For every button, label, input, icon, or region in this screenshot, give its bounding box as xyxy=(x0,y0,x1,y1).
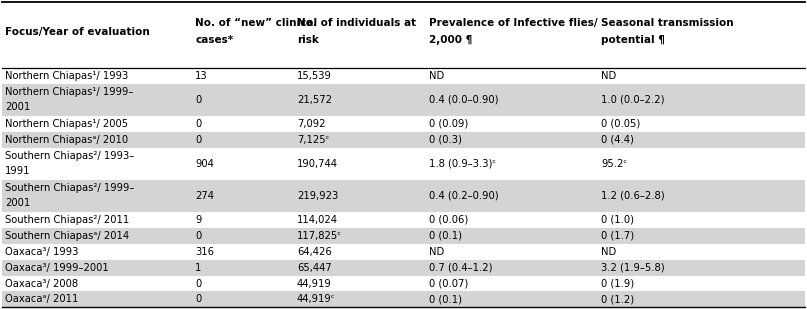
Text: 0.4 (0.0–0.90): 0.4 (0.0–0.90) xyxy=(429,95,499,105)
Text: 1.2 (0.6–2.8): 1.2 (0.6–2.8) xyxy=(601,191,665,201)
Text: 1.0 (0.0–2.2): 1.0 (0.0–2.2) xyxy=(601,95,665,105)
Text: 44,919: 44,919 xyxy=(297,278,332,289)
Text: Oaxaca³/ 1993: Oaxaca³/ 1993 xyxy=(5,247,78,256)
Text: 0 (1.7): 0 (1.7) xyxy=(601,231,634,241)
Text: 9: 9 xyxy=(195,215,202,225)
Text: cases*: cases* xyxy=(195,35,233,45)
Text: No. of individuals at: No. of individuals at xyxy=(297,18,416,28)
Text: Prevalence of Infective flies/: Prevalence of Infective flies/ xyxy=(429,18,598,28)
Text: 0.7 (0.4–1.2): 0.7 (0.4–1.2) xyxy=(429,263,493,273)
Text: Northern Chiapas¹/ 1999–: Northern Chiapas¹/ 1999– xyxy=(5,87,133,98)
Text: 0 (0.09): 0 (0.09) xyxy=(429,119,469,129)
Text: 65,447: 65,447 xyxy=(297,263,332,273)
Text: Southern Chiapasᵃ/ 2014: Southern Chiapasᵃ/ 2014 xyxy=(5,231,129,241)
Text: 0: 0 xyxy=(195,294,202,304)
Text: 3.2 (1.9–5.8): 3.2 (1.9–5.8) xyxy=(601,263,665,273)
Text: 0: 0 xyxy=(195,95,202,105)
Text: 2,000 ¶: 2,000 ¶ xyxy=(429,35,473,45)
Text: Seasonal transmission: Seasonal transmission xyxy=(601,18,734,28)
Text: Northern Chiapas¹/ 1993: Northern Chiapas¹/ 1993 xyxy=(5,71,128,81)
Text: 2001: 2001 xyxy=(5,102,30,112)
Text: Southern Chiapas²/ 1993–: Southern Chiapas²/ 1993– xyxy=(5,151,134,161)
Bar xyxy=(2,132,805,148)
Bar xyxy=(2,291,805,307)
Text: 44,919ᶜ: 44,919ᶜ xyxy=(297,294,336,304)
Text: 0 (1.2): 0 (1.2) xyxy=(601,294,634,304)
Text: ND: ND xyxy=(429,247,445,256)
Text: No. of “new” clinical: No. of “new” clinical xyxy=(195,18,317,28)
Text: ND: ND xyxy=(429,71,445,81)
Text: 0 (0.07): 0 (0.07) xyxy=(429,278,469,289)
Text: 0: 0 xyxy=(195,119,202,129)
Text: 7,092: 7,092 xyxy=(297,119,325,129)
Text: 274: 274 xyxy=(195,191,215,201)
Text: 0 (0.3): 0 (0.3) xyxy=(429,135,462,145)
Text: 219,923: 219,923 xyxy=(297,191,338,201)
Text: 0 (0.1): 0 (0.1) xyxy=(429,294,462,304)
Text: 0 (0.05): 0 (0.05) xyxy=(601,119,641,129)
Text: 0.4 (0.2–0.90): 0.4 (0.2–0.90) xyxy=(429,191,499,201)
Text: 64,426: 64,426 xyxy=(297,247,332,256)
Text: Southern Chiapas²/ 1999–: Southern Chiapas²/ 1999– xyxy=(5,183,134,193)
Bar xyxy=(2,84,805,116)
Text: 114,024: 114,024 xyxy=(297,215,338,225)
Text: 95.2ᶜ: 95.2ᶜ xyxy=(601,159,627,169)
Text: Focus/Year of evaluation: Focus/Year of evaluation xyxy=(5,27,149,37)
Text: 0: 0 xyxy=(195,231,202,241)
Text: risk: risk xyxy=(297,35,319,45)
Text: Northern Chiapasᵃ/ 2010: Northern Chiapasᵃ/ 2010 xyxy=(5,135,128,145)
Text: 0 (1.0): 0 (1.0) xyxy=(601,215,634,225)
Text: 904: 904 xyxy=(195,159,214,169)
Text: 15,539: 15,539 xyxy=(297,71,332,81)
Bar xyxy=(2,228,805,243)
Bar xyxy=(2,180,805,212)
Text: 0: 0 xyxy=(195,135,202,145)
Text: 1: 1 xyxy=(195,263,202,273)
Text: Oaxaca³/ 2008: Oaxaca³/ 2008 xyxy=(5,278,78,289)
Text: potential ¶: potential ¶ xyxy=(601,35,665,45)
Text: Oaxacaᵃ/ 2011: Oaxacaᵃ/ 2011 xyxy=(5,294,78,304)
Text: 0 (4.4): 0 (4.4) xyxy=(601,135,634,145)
Text: 2001: 2001 xyxy=(5,198,30,208)
Text: 316: 316 xyxy=(195,247,215,256)
Text: 0 (0.1): 0 (0.1) xyxy=(429,231,462,241)
Text: 190,744: 190,744 xyxy=(297,159,338,169)
Text: Southern Chiapas²/ 2011: Southern Chiapas²/ 2011 xyxy=(5,215,129,225)
Text: Oaxaca³/ 1999–2001: Oaxaca³/ 1999–2001 xyxy=(5,263,109,273)
Text: 21,572: 21,572 xyxy=(297,95,332,105)
Text: 1991: 1991 xyxy=(5,166,31,176)
Bar xyxy=(2,260,805,276)
Text: 0: 0 xyxy=(195,278,202,289)
Text: 0 (1.9): 0 (1.9) xyxy=(601,278,634,289)
Text: ND: ND xyxy=(601,71,617,81)
Text: 0 (0.06): 0 (0.06) xyxy=(429,215,469,225)
Text: 7,125ᶜ: 7,125ᶜ xyxy=(297,135,329,145)
Text: Northern Chiapas¹/ 2005: Northern Chiapas¹/ 2005 xyxy=(5,119,128,129)
Text: ND: ND xyxy=(601,247,617,256)
Text: 1.8 (0.9–3.3)ᶜ: 1.8 (0.9–3.3)ᶜ xyxy=(429,159,496,169)
Text: 117,825ᶜ: 117,825ᶜ xyxy=(297,231,342,241)
Text: 13: 13 xyxy=(195,71,208,81)
